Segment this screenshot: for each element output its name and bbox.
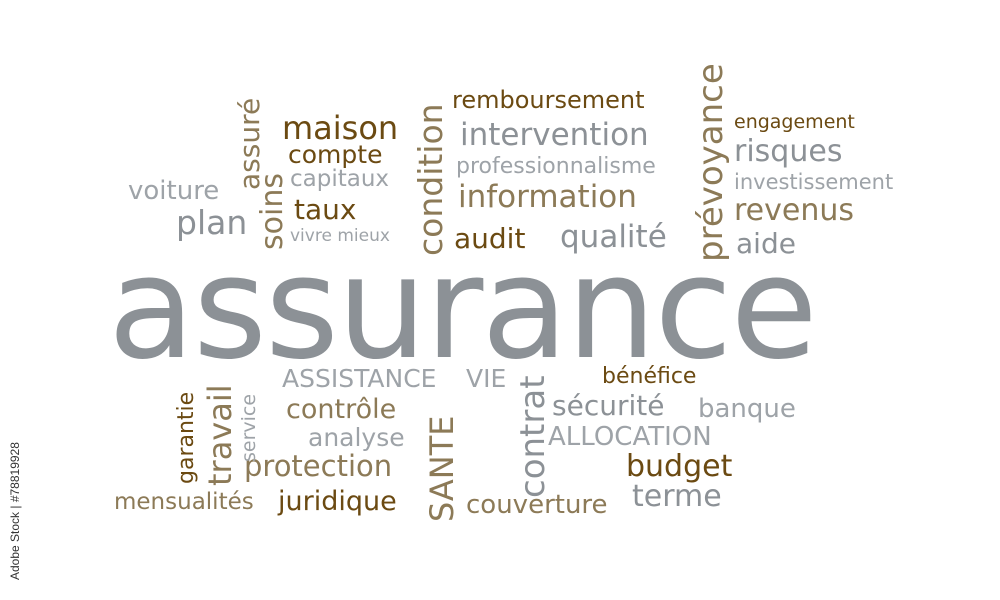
word-condition: condition	[411, 103, 450, 256]
word-qualite: qualité	[560, 219, 667, 255]
word-assurance: assurance	[108, 226, 818, 391]
word-couverture: couverture	[466, 490, 608, 520]
word-service: service	[238, 393, 260, 462]
word-assistance: ASSISTANCE	[282, 364, 437, 393]
stock-id-text: Adobe Stock | #78819928	[8, 442, 22, 580]
word-revenus: revenus	[734, 193, 854, 228]
word-juridique: juridique	[278, 486, 397, 517]
word-information: information	[458, 179, 637, 215]
word-remboursement: remboursement	[452, 86, 645, 114]
word-travail: travail	[201, 384, 239, 486]
word-terme: terme	[632, 479, 722, 514]
word-maison: maison	[282, 109, 399, 147]
word-engagement: engagement	[734, 111, 855, 133]
word-professionnalisme: professionnalisme	[456, 154, 656, 179]
word-capitaux: capitaux	[290, 166, 390, 192]
stock-id-label: Adobe Stock | #78819928	[2, 0, 28, 600]
word-allocation: ALLOCATION	[548, 422, 712, 452]
word-audit: audit	[454, 222, 526, 255]
word-voiture: voiture	[128, 176, 220, 206]
word-controle: contrôle	[286, 394, 397, 425]
word-analyse: analyse	[308, 423, 405, 452]
word-vie: VIE	[466, 364, 507, 393]
word-benefice: bénéfice	[602, 364, 697, 389]
word-risques: risques	[734, 134, 843, 169]
word-investissement: investissement	[734, 170, 894, 194]
word-securite: sécurité	[552, 389, 665, 422]
word-plan: plan	[176, 203, 248, 242]
word-mensualites: mensualités	[114, 489, 254, 515]
word-compte: compte	[288, 140, 383, 169]
word-prevoyance: prévoyance	[691, 63, 731, 262]
word-budget: budget	[626, 449, 733, 484]
word-taux: taux	[294, 193, 357, 226]
word-sante: SANTE	[423, 415, 461, 523]
word-vivre-mieux: vivre mieux	[290, 226, 390, 246]
word-protection: protection	[244, 449, 393, 483]
word-garantie: garantie	[174, 391, 199, 484]
word-contrat: contrat	[513, 375, 553, 498]
word-banque: banque	[698, 394, 796, 424]
word-aide: aide	[736, 227, 796, 260]
word-intervention: intervention	[460, 117, 649, 153]
word-soins: soins	[255, 173, 290, 250]
